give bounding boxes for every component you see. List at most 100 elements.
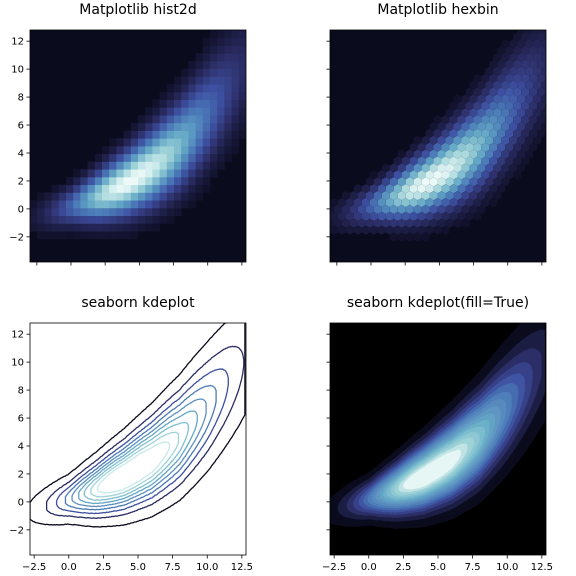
bin <box>174 153 182 162</box>
axis-ticks: −2 0 2 4 6 8 10 12 −2.5 0.0 2.5 5.0 7.5 10.0 12.5 <box>9 330 253 573</box>
hex-bin <box>401 170 410 180</box>
bin <box>94 231 103 240</box>
y-tick-label: 10 <box>11 358 24 369</box>
hex-bin <box>509 135 518 145</box>
panel-title: seaborn kdeplot(fill=True) <box>347 295 529 311</box>
hex-bin <box>501 94 510 104</box>
bin <box>188 130 196 139</box>
bin <box>159 91 168 100</box>
hex-bin <box>509 94 518 104</box>
bin <box>51 184 60 193</box>
hex-bin <box>345 211 354 221</box>
bin <box>202 146 211 155</box>
bin <box>181 91 189 100</box>
hex-bin <box>549 39 557 48</box>
x-tick-label: 0.0 <box>361 562 377 573</box>
x-tick-label: 5.0 <box>430 562 446 573</box>
bin <box>80 207 88 216</box>
hex-bin <box>489 87 498 97</box>
bin <box>202 169 211 178</box>
hex-bin <box>417 170 426 180</box>
bin <box>195 130 204 139</box>
hex-bin <box>409 225 418 235</box>
bin <box>138 169 146 178</box>
hex-bin <box>485 149 494 159</box>
bin <box>44 215 52 224</box>
hex-bin <box>453 94 462 104</box>
hex-bin <box>541 94 546 104</box>
bin <box>44 223 52 232</box>
hex-bin <box>429 177 438 187</box>
hex-bin <box>465 87 474 97</box>
hex-bin <box>489 101 498 111</box>
bin <box>174 176 182 186</box>
bin <box>58 184 67 193</box>
hex-bin <box>533 39 542 49</box>
bin <box>181 176 189 186</box>
hex-bin <box>409 197 418 208</box>
bin <box>188 76 196 85</box>
hex-bin <box>525 80 534 90</box>
bin <box>145 169 153 178</box>
bin <box>181 169 189 178</box>
bin <box>181 130 189 139</box>
hex-bin <box>417 211 426 221</box>
bin <box>210 169 218 178</box>
hex-bin <box>525 108 534 118</box>
bin <box>195 99 204 108</box>
hex-bin <box>517 108 526 118</box>
axes-frame <box>329 29 547 263</box>
bin <box>210 146 218 155</box>
hex-bin <box>533 30 542 35</box>
bin <box>58 207 67 216</box>
bin <box>138 223 146 232</box>
hex-bin <box>421 149 430 159</box>
hex-bin <box>529 115 538 125</box>
hex-bin <box>409 156 418 166</box>
bin <box>217 122 225 131</box>
hex-bin <box>457 115 466 125</box>
bin <box>123 223 132 232</box>
bin <box>210 60 218 70</box>
hex-bin <box>337 211 346 221</box>
bin <box>66 200 74 209</box>
hex-bin <box>453 191 462 201</box>
hex-bin <box>549 67 557 76</box>
bin <box>217 138 225 147</box>
hex-bin <box>537 128 546 139</box>
plot-area <box>330 30 557 242</box>
hex-bin <box>481 128 490 139</box>
hex-bin <box>521 128 530 139</box>
bin <box>130 231 139 240</box>
hex-bin <box>381 177 390 187</box>
hex-bin <box>493 94 502 104</box>
hex-bin <box>409 184 418 194</box>
hex-bin <box>501 53 510 63</box>
hex-bin <box>449 170 458 180</box>
bin <box>138 130 146 139</box>
bin <box>66 192 74 201</box>
bin <box>188 192 196 201</box>
plot-area <box>30 323 246 528</box>
hex-bin <box>449 197 458 208</box>
x-tick-label: 12.5 <box>531 562 553 573</box>
bin <box>58 200 67 209</box>
hex-bin <box>505 128 514 139</box>
hex-bin <box>337 197 346 208</box>
bin <box>145 138 153 147</box>
hex-bin <box>377 225 386 235</box>
bin <box>238 122 246 131</box>
axes-frame <box>29 29 247 263</box>
hex-bin <box>481 115 490 125</box>
bin <box>87 161 96 170</box>
hex-bin <box>501 135 510 145</box>
hex-bin <box>521 59 530 70</box>
hex-bin <box>449 128 458 139</box>
x-tick-label: −2.5 <box>22 562 46 573</box>
hex-bin <box>405 204 414 214</box>
bin <box>152 146 160 155</box>
hex-bin <box>541 108 546 118</box>
hex-bin <box>517 30 526 35</box>
bin <box>145 107 153 116</box>
bin <box>159 115 168 124</box>
